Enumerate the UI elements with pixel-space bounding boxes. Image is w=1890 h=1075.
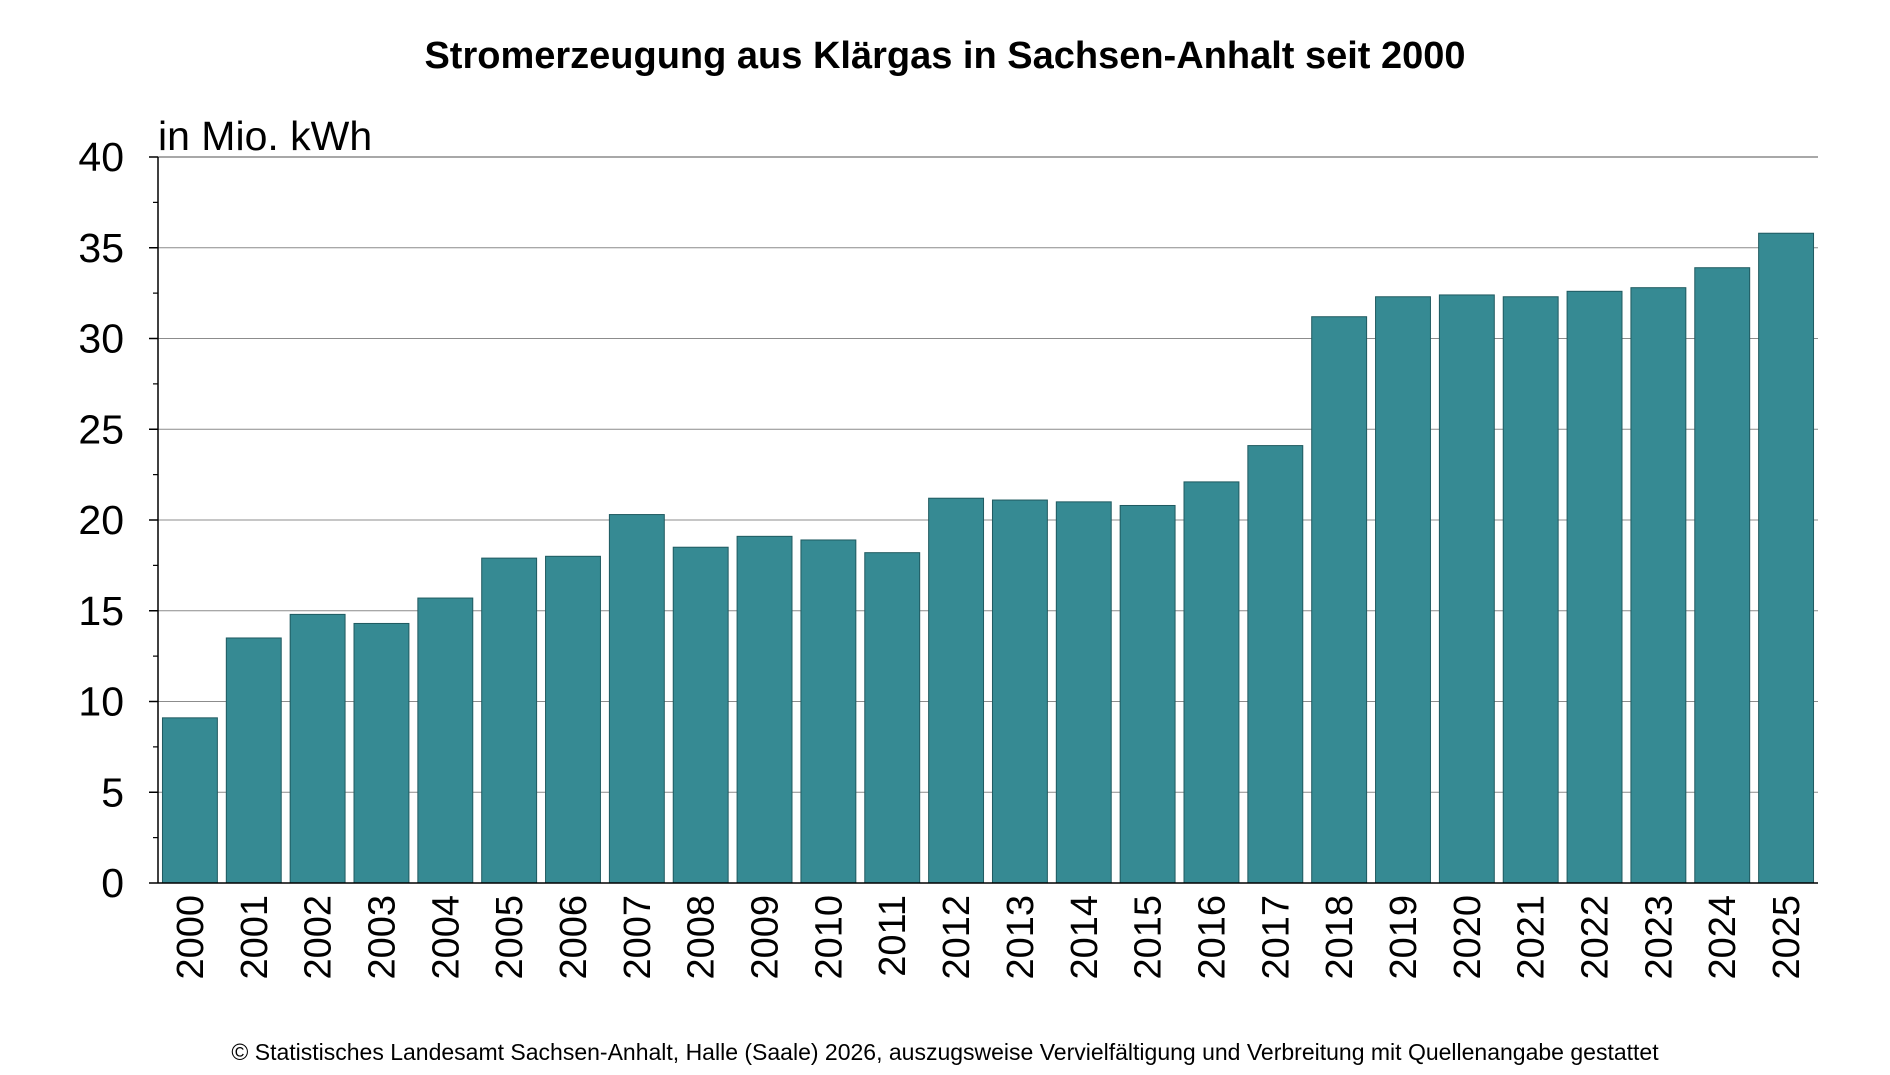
x-tick-label: 2000 [170, 895, 212, 980]
bar-2024 [1694, 267, 1751, 884]
bar-2025 [1758, 232, 1815, 884]
x-tick-label: 2009 [745, 895, 787, 980]
y-tick-label: 30 [78, 316, 124, 362]
bar-2007 [608, 514, 665, 884]
chart-title: Stromerzeugung aus Klärgas in Sachsen-An… [424, 35, 1465, 77]
x-tick-label: 2021 [1511, 895, 1553, 980]
x-tick-label: 2024 [1702, 895, 1744, 980]
bar-2014 [1055, 501, 1112, 884]
x-tick-label: 2017 [1255, 895, 1297, 980]
axes [149, 156, 1818, 884]
y-unit-label: in Mio. kWh [158, 113, 372, 159]
bar-2020 [1438, 294, 1495, 884]
bar-2013 [991, 499, 1048, 884]
x-tick-label: 2002 [298, 895, 340, 980]
x-tick-label: 2013 [1000, 895, 1042, 980]
x-tick-label: 2020 [1447, 895, 1489, 980]
x-tick-label: 2008 [681, 895, 723, 980]
x-tick-label: 2015 [1128, 895, 1170, 980]
bar-2017 [1247, 445, 1304, 884]
bar-2011 [864, 552, 921, 884]
x-tick-label: 2023 [1638, 895, 1680, 980]
y-tick-label: 25 [78, 406, 124, 452]
bar-2018 [1311, 316, 1368, 884]
bar-2002 [289, 613, 346, 884]
copyright-footer: © Statistisches Landesamt Sachsen-Anhalt… [231, 1039, 1659, 1065]
x-tick-label: 2001 [234, 895, 276, 980]
bar-2009 [736, 535, 793, 884]
y-axis-tick-labels: 0 5 10 15 20 25 30 35 40 [78, 134, 124, 906]
x-tick-label: 2004 [425, 895, 467, 980]
x-tick-label: 2014 [1064, 895, 1106, 980]
bar-2005 [481, 557, 538, 884]
y-tick-label: 35 [78, 225, 124, 271]
x-tick-label: 2007 [617, 895, 659, 980]
x-tick-label: 2006 [553, 895, 595, 980]
y-tick-label: 5 [101, 769, 124, 815]
bar-2004 [417, 597, 474, 884]
bar-2012 [928, 497, 985, 884]
x-tick-label: 2005 [489, 895, 531, 980]
bar-2021 [1502, 296, 1559, 884]
bar-2016 [1183, 481, 1240, 884]
bar-2023 [1630, 287, 1687, 884]
x-tick-label: 2003 [361, 895, 403, 980]
y-tick-label: 10 [78, 679, 124, 725]
bar-2008 [672, 546, 729, 884]
bar-2000 [161, 717, 218, 884]
x-tick-label: 2016 [1191, 895, 1233, 980]
y-tick-label: 15 [78, 588, 124, 634]
bars [161, 232, 1815, 884]
bar-2015 [1119, 504, 1176, 884]
x-tick-label: 2010 [808, 895, 850, 980]
bar-2001 [225, 637, 282, 884]
x-tick-label: 2019 [1383, 895, 1425, 980]
x-tick-label: 2018 [1319, 895, 1361, 980]
bar-2003 [353, 622, 410, 884]
bar-2010 [800, 539, 857, 884]
bar-2006 [545, 555, 601, 884]
y-tick-label: 0 [101, 860, 124, 906]
x-tick-label: 2011 [872, 895, 914, 977]
x-tick-label: 2012 [936, 895, 978, 980]
x-axis-tick-labels: 2000 2001 2002 2003 2004 2005 2006 2007 2008 2009… [170, 895, 1808, 980]
y-tick-label: 40 [78, 134, 124, 180]
bar-2022 [1566, 290, 1623, 884]
bar-2019 [1375, 296, 1431, 884]
y-tick-label: 20 [78, 497, 124, 543]
x-tick-label: 2022 [1575, 895, 1617, 980]
x-tick-label: 2025 [1766, 895, 1808, 980]
